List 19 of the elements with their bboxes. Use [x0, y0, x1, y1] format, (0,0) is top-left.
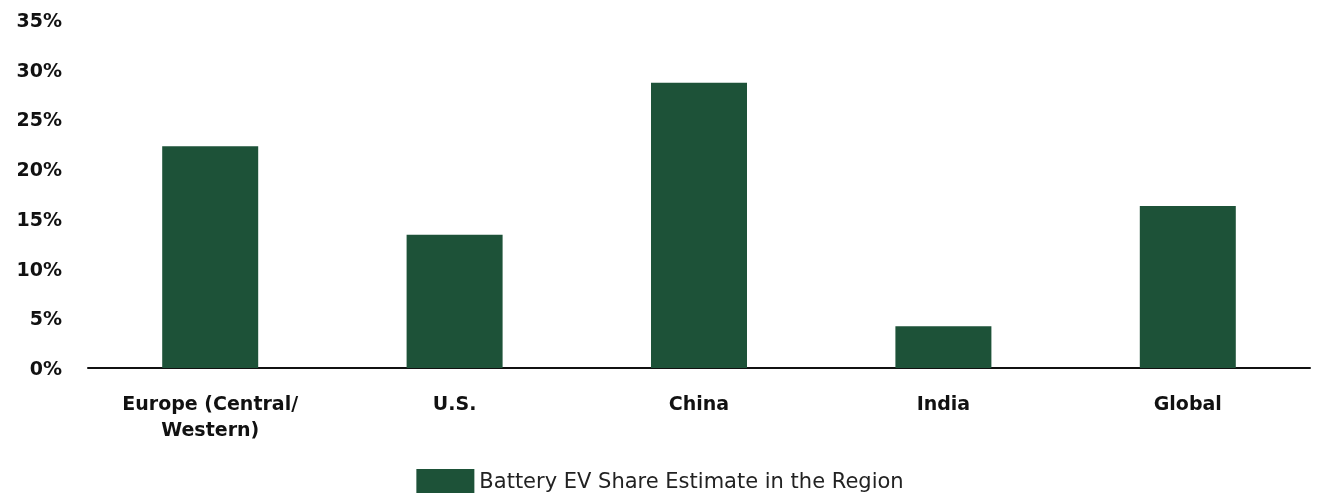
y-tick-label: 35%	[16, 9, 62, 31]
y-tick-label: 5%	[29, 307, 62, 330]
bar	[651, 82, 747, 368]
bar	[1139, 205, 1236, 368]
x-tick-label: U.S.	[432, 392, 477, 414]
x-tick-label: India	[916, 392, 971, 414]
bar	[162, 146, 259, 368]
x-tick-label: China	[668, 392, 730, 414]
y-tick-label: 20%	[16, 158, 62, 181]
legend-label: Battery EV Share Estimate in the Region	[479, 469, 904, 493]
x-tick-label: Global	[1153, 392, 1222, 414]
y-tick-label: 15%	[16, 207, 62, 230]
bar	[895, 326, 992, 368]
y-tick-label: 25%	[16, 108, 62, 131]
x-tick-label: Europe (Central/Western)	[122, 392, 299, 440]
y-tick-label: 10%	[16, 257, 62, 280]
y-tick-label: 30%	[16, 58, 62, 81]
y-tick-label: 0%	[29, 357, 62, 379]
bar	[406, 234, 503, 368]
